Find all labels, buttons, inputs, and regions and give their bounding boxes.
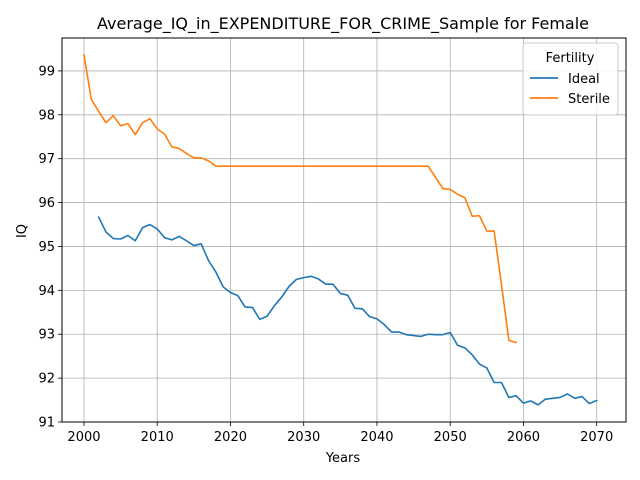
y-tick-label: 99 xyxy=(38,64,55,79)
x-tick-label: 2060 xyxy=(507,430,540,445)
series-lines xyxy=(83,53,598,406)
y-axis: 91 92 93 94 95 96 97 98 99 xyxy=(38,64,62,431)
x-tick-label: 2000 xyxy=(67,430,100,445)
y-tick-label: 91 xyxy=(38,416,55,431)
x-tick-label: 2010 xyxy=(141,430,174,445)
x-tick-label: 2030 xyxy=(287,430,320,445)
x-tick-label: 2020 xyxy=(214,430,247,445)
x-tick-label: 2070 xyxy=(580,430,613,445)
legend-box xyxy=(522,42,619,116)
y-tick-label: 97 xyxy=(38,152,55,167)
y-tick-label: 93 xyxy=(38,328,55,343)
x-tick-label: 2050 xyxy=(434,430,467,445)
y-tick-label: 96 xyxy=(38,196,55,211)
y-tick-label: 98 xyxy=(38,108,55,123)
series-line-sterile xyxy=(83,53,517,344)
y-tick-label: 92 xyxy=(38,372,55,387)
x-tick-label: 2040 xyxy=(360,430,393,445)
x-axis: 2000 2010 2020 2030 2040 2050 2060 2070 xyxy=(67,422,613,445)
series-line-ideal xyxy=(97,216,598,406)
y-axis-label: IQ xyxy=(15,224,30,238)
y-tick-label: 94 xyxy=(38,284,55,299)
legend: Fertility Ideal Sterile xyxy=(522,42,619,116)
legend-title: Fertility xyxy=(546,51,595,66)
y-tick-label: 95 xyxy=(38,240,55,255)
plot-frame xyxy=(61,37,627,423)
legend-label-ideal: Ideal xyxy=(568,72,600,87)
legend-label-sterile: Sterile xyxy=(568,92,610,107)
plot-area: 2000 2010 2020 2030 2040 2050 2060 2070 9192939… xyxy=(38,37,627,445)
x-axis-label: Years xyxy=(325,451,361,466)
chart-title: Average_IQ_in_EXPENDITURE_FOR_CRIME_Samp… xyxy=(97,14,589,34)
